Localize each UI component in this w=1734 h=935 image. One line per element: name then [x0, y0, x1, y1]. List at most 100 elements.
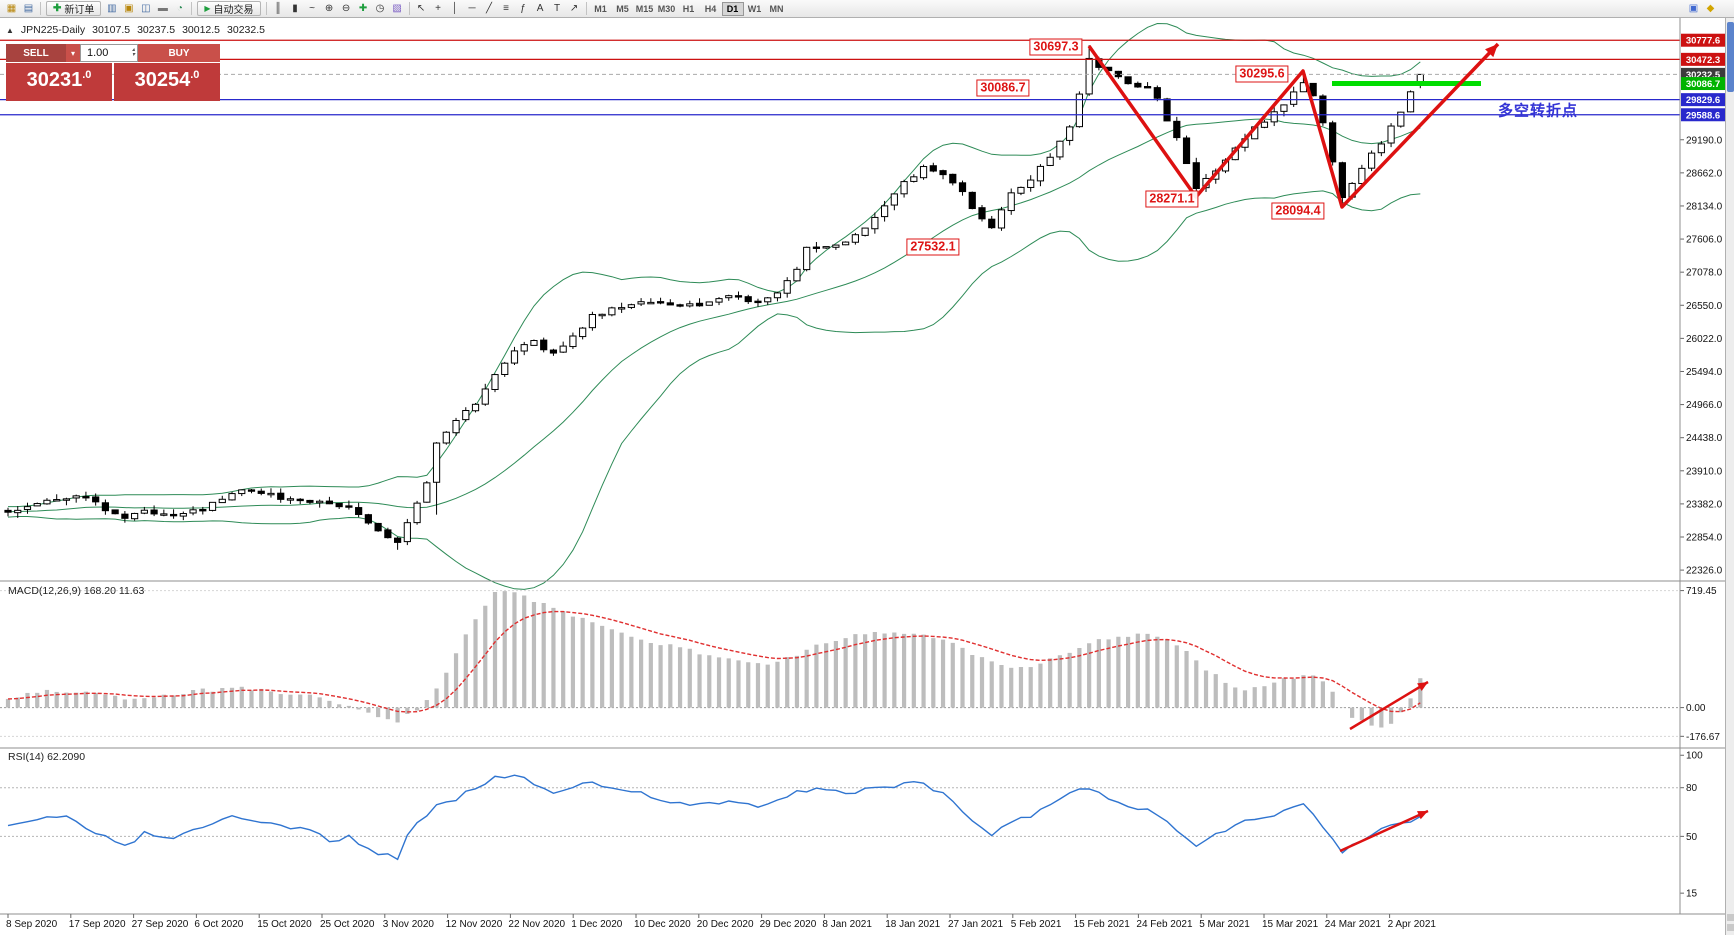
data-window-icon[interactable]: ▣ [124, 3, 134, 14]
svg-text:5 Mar 2021: 5 Mar 2021 [1199, 919, 1250, 930]
vertical-line-icon[interactable]: │ [451, 3, 459, 14]
candlestick-series [4, 45, 1424, 550]
cursor-icon[interactable]: ↖ [416, 3, 426, 14]
sell-button[interactable]: SELL [6, 44, 66, 62]
svg-text:15 Mar 2021: 15 Mar 2021 [1262, 919, 1319, 930]
svg-text:15 Oct 2020: 15 Oct 2020 [257, 919, 312, 930]
ohlc-open: 30107.5 [92, 24, 131, 36]
svg-text:100: 100 [1686, 751, 1703, 762]
strategy-tester-icon[interactable]: ◔ [176, 3, 183, 14]
navigator-icon[interactable]: ◫ [141, 3, 151, 14]
svg-text:2 Apr 2021: 2 Apr 2021 [1388, 919, 1437, 930]
svg-text:27606.0: 27606.0 [1686, 235, 1723, 246]
toolbar-group-file: ▦ ▤ [3, 1, 37, 16]
new-order-button[interactable]: ✚ 新订单 [46, 1, 102, 16]
toolbar: ▦ ▤ ✚ 新订单 ▥ ▣ ◫ ▬ ◔ ▶ 自动交易 ║ ▮ ~ ⊕ ⊖ ✚ ◷ ▧ ↖ + │ ─ ╱ ≡ ƒ A T… [0, 0, 1734, 18]
fibonacci-icon[interactable]: ƒ [520, 3, 526, 14]
timeframe-h4-button[interactable]: H4 [704, 3, 717, 14]
macd-indicator-label: MACD(12,26,9) 168.20 11.63 [8, 585, 145, 597]
bar-chart-icon[interactable]: ║ [274, 3, 282, 14]
price-axis-tag: 29829.6 [1681, 93, 1725, 107]
scrollbar-button-down[interactable] [1727, 924, 1734, 931]
buy-price-button[interactable]: 30254.0 [114, 63, 220, 101]
timeframe-d1-button[interactable]: D1 [721, 1, 744, 16]
zoom-out-icon[interactable]: ⊖ [341, 3, 351, 14]
svg-text:18 Jan 2021: 18 Jan 2021 [885, 919, 940, 930]
vertical-scrollbar[interactable] [1725, 18, 1734, 935]
toolbar-docs-icon[interactable]: ▣ [1688, 3, 1699, 14]
svg-text:25494.0: 25494.0 [1686, 367, 1723, 378]
label-icon[interactable]: T [553, 3, 561, 14]
equidistant-channel-icon[interactable]: ≡ [503, 3, 509, 14]
svg-text:5 Feb 2021: 5 Feb 2021 [1011, 919, 1062, 930]
price-callout: 30086.7 [976, 79, 1030, 97]
svg-text:28662.0: 28662.0 [1686, 168, 1723, 179]
chart-note-text: 多空转折点 [1497, 102, 1579, 120]
rsi-indicator-label: RSI(14) 62.2090 [8, 751, 86, 763]
price-callout: 28094.4 [1271, 202, 1325, 220]
chart-plot-area[interactable] [0, 18, 1680, 915]
timeframe-w1-button[interactable]: W1 [747, 3, 762, 14]
volume-down-icon[interactable]: ▾ [131, 52, 135, 58]
text-icon[interactable]: A [536, 3, 544, 14]
volume-field[interactable]: 1.00 ▴ ▾ [80, 44, 138, 62]
svg-text:12 Nov 2020: 12 Nov 2020 [446, 919, 503, 930]
svg-text:29829.6: 29829.6 [1686, 95, 1720, 106]
profiles-icon[interactable]: ▤ [23, 3, 34, 14]
price-axis-tag: 29588.6 [1681, 108, 1725, 122]
symbol-readout: ▲ JPN225-Daily 30107.5 30237.5 30012.5 3… [6, 24, 265, 36]
templates-icon[interactable]: ▧ [392, 3, 402, 14]
rsi-panel: 100 80 50 15 [0, 751, 1703, 900]
svg-text:22326.0: 22326.0 [1686, 566, 1723, 577]
zoom-in-icon[interactable]: ⊕ [324, 3, 334, 14]
timeframe-h1-button[interactable]: H1 [682, 3, 695, 14]
horizontal-lines: 30777.630472.330232.530086.729829.629588… [0, 33, 1725, 122]
chart-annotations [1087, 42, 1500, 209]
sell-price-button[interactable]: 30231.0 [6, 63, 112, 101]
timeframe-m5-button[interactable]: M5 [616, 3, 629, 14]
svg-text:15 Feb 2021: 15 Feb 2021 [1074, 919, 1131, 930]
auto-trading-button[interactable]: ▶ 自动交易 [197, 1, 261, 16]
volume-dropdown-icon[interactable]: ▾ [66, 44, 80, 62]
svg-text:17 Sep 2020: 17 Sep 2020 [69, 919, 126, 930]
svg-text:8 Sep 2020: 8 Sep 2020 [6, 919, 58, 930]
market-watch-icon[interactable]: ▥ [107, 3, 117, 14]
trendline-icon[interactable]: ╱ [486, 3, 493, 14]
svg-text:29190.0: 29190.0 [1686, 135, 1723, 146]
price-callout: 27532.1 [906, 238, 960, 256]
crosshair-icon[interactable]: + [435, 3, 441, 14]
horizontal-line-icon[interactable]: ─ [468, 3, 476, 14]
svg-text:29588.6: 29588.6 [1686, 110, 1720, 121]
svg-text:50: 50 [1686, 832, 1698, 843]
svg-text:20 Dec 2020: 20 Dec 2020 [697, 919, 754, 930]
svg-text:15: 15 [1686, 889, 1698, 900]
svg-text:24 Mar 2021: 24 Mar 2021 [1325, 919, 1382, 930]
scrollbar-button-up[interactable] [1727, 914, 1734, 921]
new-order-icon: ✚ [53, 3, 62, 14]
timeframe-m15-button[interactable]: M15 [635, 3, 654, 14]
new-order-label: 新订单 [64, 5, 95, 16]
volume-up-icon[interactable]: ▴ [131, 47, 135, 53]
candlestick-chart-icon[interactable]: ▮ [292, 3, 298, 14]
toolbar-alert-icon[interactable]: ◆ [1706, 3, 1715, 14]
svg-text:24438.0: 24438.0 [1686, 433, 1723, 444]
timeframe-m30-button[interactable]: M30 [657, 3, 676, 14]
periods-icon[interactable]: ◷ [375, 3, 385, 14]
volume-stepper[interactable]: ▴ ▾ [131, 47, 135, 58]
timeframe-m1-button[interactable]: M1 [594, 3, 607, 14]
indicators-icon[interactable]: ✚ [358, 3, 368, 14]
macd-panel: 719.45 0.00 -176.67 [0, 586, 1720, 743]
scrollbar-thumb[interactable] [1727, 22, 1734, 92]
buy-button[interactable]: BUY [138, 44, 220, 62]
svg-text:1 Dec 2020: 1 Dec 2020 [571, 919, 623, 930]
arrow-tools-icon[interactable]: ↗ [569, 3, 579, 14]
line-chart-icon[interactable]: ~ [309, 3, 315, 14]
volume-value: 1.00 [87, 47, 109, 59]
price-axis-tag: 30086.7 [1681, 77, 1725, 91]
new-chart-icon[interactable]: ▦ [6, 3, 17, 14]
timeframe-mn-button[interactable]: MN [769, 3, 784, 14]
svg-text:22854.0: 22854.0 [1686, 532, 1723, 543]
svg-text:719.45: 719.45 [1686, 586, 1717, 597]
terminal-icon[interactable]: ▬ [157, 3, 168, 14]
